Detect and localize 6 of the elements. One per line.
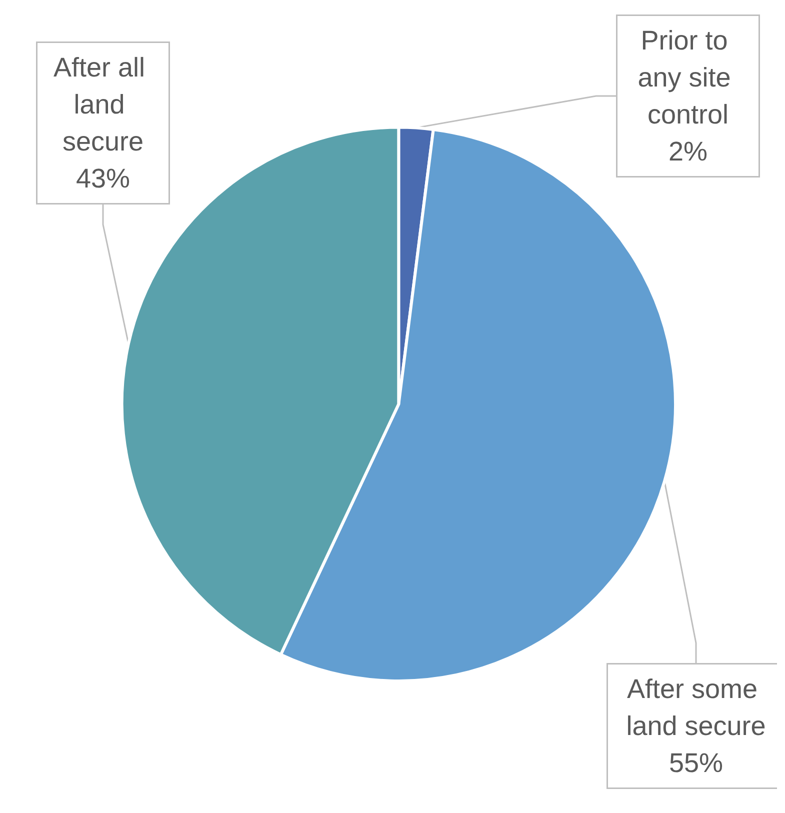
data-label: 55%: [668, 748, 724, 778]
slice-label: After some land secure: [626, 674, 766, 741]
slice-label: After all land secure: [53, 52, 153, 156]
data-label: 43%: [76, 164, 130, 194]
data-label: 2%: [668, 136, 708, 166]
slice-label: Prior to any site control: [638, 26, 738, 130]
